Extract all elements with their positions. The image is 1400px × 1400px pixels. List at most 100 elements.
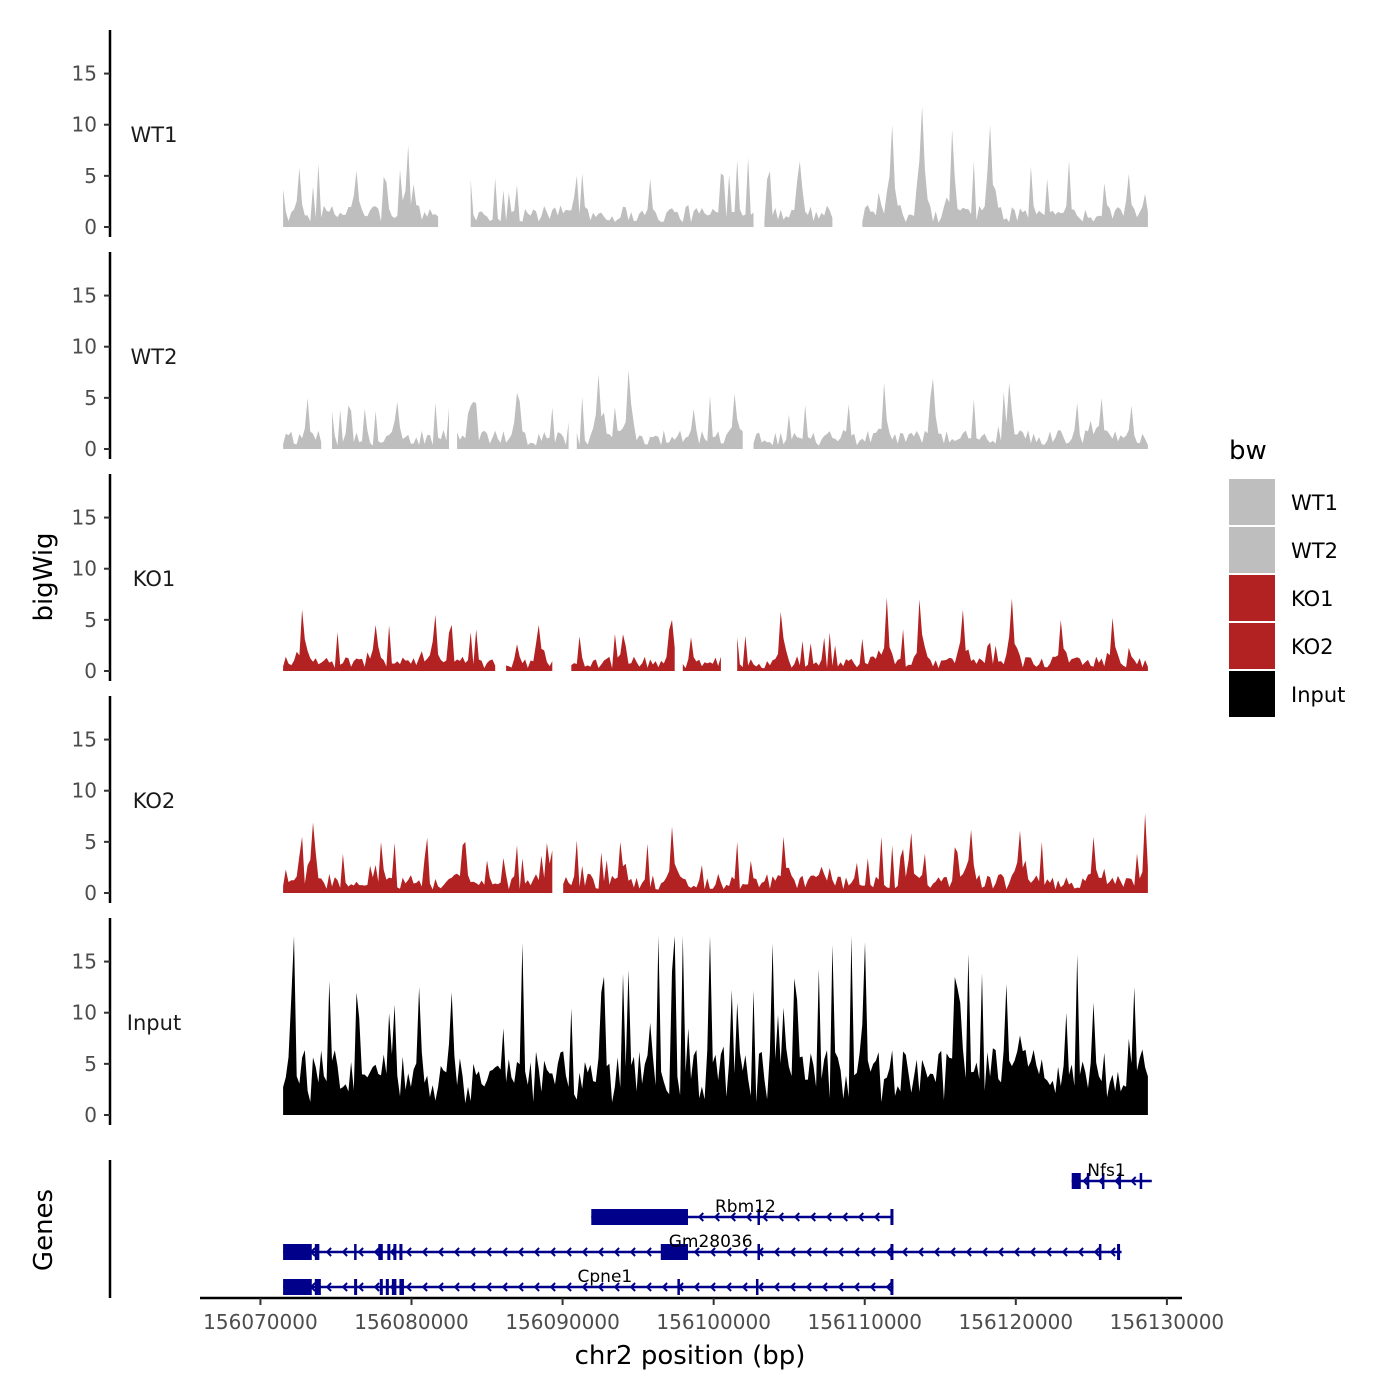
gene-label-rbm12: Rbm12 (715, 1197, 776, 1217)
exon (379, 1279, 383, 1295)
exon (354, 1244, 357, 1260)
gene-cpne1: Cpne1 (283, 1267, 894, 1295)
gene-nfs1: Nfs1 (1071, 1161, 1152, 1189)
strand-arrow (1045, 1247, 1052, 1257)
strand-arrow (373, 1282, 380, 1292)
strand-arrow (901, 1247, 908, 1257)
exon (1117, 1244, 1121, 1260)
strand-arrow (1029, 1247, 1036, 1257)
y-tick-label: 15 (72, 728, 97, 752)
strand-arrow (421, 1282, 428, 1292)
strand-arrow (485, 1247, 492, 1257)
legend-label-wt1: WT1 (1291, 491, 1338, 515)
strand-arrow (341, 1282, 348, 1292)
track-label-wt2: WT2 (131, 345, 178, 369)
panel-ko2: 0 5 10 15 KO2 (72, 696, 1148, 905)
y-tick-label: 0 (84, 215, 97, 239)
strand-arrow (645, 1247, 652, 1257)
strand-arrow (453, 1247, 460, 1257)
strand-arrow (805, 1247, 812, 1257)
y-axis-title: bigWig (29, 532, 59, 621)
strand-arrow (549, 1247, 556, 1257)
strand-arrow (581, 1282, 588, 1292)
strand-arrow (1130, 1176, 1137, 1186)
strand-arrow (713, 1212, 720, 1222)
exon (660, 1244, 688, 1260)
gene-rbm12: Rbm12 (591, 1197, 894, 1225)
strand-arrow (933, 1247, 940, 1257)
track-label-ko2: KO2 (133, 789, 176, 813)
y-tick-label: 5 (84, 830, 97, 854)
exon (757, 1209, 760, 1225)
strand-arrow (325, 1247, 332, 1257)
legend-label-input: Input (1291, 683, 1345, 707)
strand-arrow (825, 1212, 832, 1222)
x-axis: 156070000 156080000 156090000 156100000 1561… (200, 1296, 1225, 1334)
strand-arrow (805, 1282, 812, 1292)
x-tick-label: 156070000 (203, 1310, 318, 1334)
panel-input: 0 5 10 15 Input (72, 918, 1148, 1127)
strand-arrow (1082, 1176, 1089, 1186)
legend: bw WT1 WT2 KO1 KO2 Input (1229, 436, 1345, 717)
exon (391, 1279, 397, 1295)
exon (399, 1244, 403, 1260)
exon (890, 1244, 894, 1260)
strand-arrow (741, 1247, 748, 1257)
legend-title: bw (1229, 436, 1267, 466)
exon (757, 1244, 760, 1260)
panel-wt2: 0 5 10 15 WT2 (72, 252, 1148, 461)
x-tick-label: 156090000 (505, 1310, 620, 1334)
exon (591, 1209, 688, 1225)
strand-arrow (357, 1282, 364, 1292)
legend-swatch-ko2 (1229, 623, 1275, 669)
x-axis-title: chr2 position (bp) (575, 1341, 806, 1371)
legend-swatch-input (1229, 671, 1275, 717)
exon (890, 1279, 894, 1295)
y-tick-label: 5 (84, 386, 97, 410)
exon (1101, 1173, 1105, 1189)
y-tick-label: 10 (72, 557, 97, 581)
strand-arrow (709, 1247, 716, 1257)
gene-label-nfs1: Nfs1 (1087, 1161, 1125, 1181)
strand-arrow (581, 1247, 588, 1257)
x-tick-label: 156130000 (1110, 1310, 1225, 1334)
strand-arrow (453, 1282, 460, 1292)
coverage-area-wt2 (753, 378, 1148, 449)
strand-arrow (709, 1282, 716, 1292)
strand-arrow (777, 1212, 784, 1222)
strand-arrow (697, 1212, 704, 1222)
strand-arrow (693, 1247, 700, 1257)
exon (755, 1279, 759, 1295)
coverage-area-wt1 (470, 157, 754, 227)
strand-arrow (517, 1282, 524, 1292)
coverage-area-input (283, 936, 1148, 1115)
coverage-area-wt1 (764, 161, 833, 227)
strand-arrow (469, 1282, 476, 1292)
strand-arrow (773, 1282, 780, 1292)
strand-arrow (761, 1212, 768, 1222)
y-tick-label: 0 (84, 437, 97, 461)
y-tick-label: 5 (84, 1052, 97, 1076)
x-tick-label: 156110000 (807, 1310, 922, 1334)
strand-arrow (725, 1247, 732, 1257)
strand-arrow (981, 1247, 988, 1257)
coverage-area-wt2 (283, 397, 322, 449)
strand-arrow (873, 1212, 880, 1222)
strand-arrow (917, 1247, 924, 1257)
strand-arrow (485, 1282, 492, 1292)
exon (393, 1244, 397, 1260)
legend-label-wt2: WT2 (1291, 539, 1338, 563)
exon (378, 1244, 383, 1260)
y-tick-label: 15 (72, 950, 97, 974)
coverage-area-ko1 (506, 625, 553, 671)
exon (354, 1279, 358, 1295)
strand-arrow (501, 1282, 508, 1292)
strand-arrow (661, 1282, 668, 1292)
coverage-area-wt2 (457, 392, 569, 449)
strand-arrow (793, 1212, 800, 1222)
strand-arrow (773, 1247, 780, 1257)
legend-swatch-ko1 (1229, 575, 1275, 621)
strand-arrow (869, 1282, 876, 1292)
coverage-area-wt1 (862, 106, 1148, 227)
exon (283, 1244, 312, 1260)
